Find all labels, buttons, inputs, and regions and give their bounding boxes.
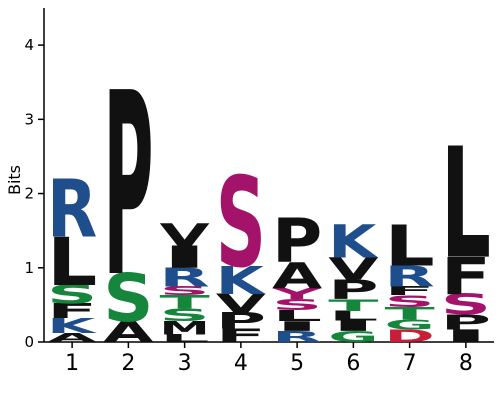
logo-letter-A-pos5: A [272,255,323,296]
logo-letter-T-pos7: T [385,304,436,324]
logo-letter-V-pos4: V [216,289,266,319]
logo-letter-L-pos5: L [272,307,322,325]
logo-letter-M-pos3: M [160,318,210,339]
position-label-1: 1 [65,351,79,376]
logo-letter-S-pos3: S [160,284,210,298]
logo-letter-S-pos5: S [272,296,322,314]
logo-letter-K-pos6: K [328,215,378,269]
logo-letter-F-pos7: F [385,284,435,298]
logo-letter-P-pos6: P [328,275,378,306]
y-tick-label: 4 [24,36,34,54]
logo-letter-L-pos3: L [160,333,210,345]
logo-letter-A-pos1: A [47,331,97,345]
logo-letter-F-pos4: F [216,325,266,347]
logo-letter-I-pos6: I [328,318,378,335]
axes-group: 0 1 2 3 4 1 2 3 4 5 6 7 8 [24,8,494,376]
position-label-2: 2 [121,351,135,376]
logo-letter-S-pos2: S [103,261,153,338]
logo-letter-T-pos6: T [328,296,379,315]
position-label-8: 8 [459,351,473,376]
logo-letter-T-pos3: T [160,292,211,313]
y-tick-label: 0 [24,333,34,351]
logo-letter-S-pos1: S [47,280,97,310]
logo-letter-F-pos1: F [47,299,97,323]
y-tick-label: 3 [24,110,34,128]
logo-letter-R-pos7: R [385,260,435,293]
logo-letter-K-pos4: K [216,259,266,304]
logo-letter-R-pos3: R [160,263,210,293]
logo-letter-I-pos3: I [160,240,210,276]
logo-letter-G-pos6: G [328,328,378,346]
logo-letter-V-pos6: V [328,251,378,286]
logo-letter-I-pos5: I [272,319,322,334]
logo-letter-P-pos8: P [441,310,491,334]
logo-letter-L-pos6: L [328,309,378,324]
y-tick-label: 1 [24,259,34,277]
logo-letter-L-pos8: L [441,115,491,293]
logo-letter-L-pos7: L [385,215,435,280]
logo-letter-D-pos7: D [385,326,435,346]
position-label-5: 5 [290,351,304,376]
position-label-3: 3 [178,351,192,376]
logo-letter-P-pos5: P [272,206,322,277]
logo-letter-P-pos4: P [216,308,266,334]
logo-letter-P-pos2: P [103,38,153,333]
logo-letter-I-pos8: I [441,326,491,346]
logo-letter-V-pos3: V [160,217,210,252]
logo-letter-Y-pos5: Y [271,285,322,303]
logo-letter-F-pos8: F [441,246,491,305]
logo-letter-R-pos1: R [47,165,97,257]
logo-letter-A-pos2: A [103,315,154,349]
logo-letter-G-pos7: G [385,317,435,332]
logo-letter-S-pos8: S [441,288,491,321]
letter-stacks: AKFSLRASPLMSTSRIVFPVKSRILSYAPGILTPVKDGTS… [47,38,491,349]
logo-letter-S-pos7: S [385,292,435,311]
position-label-7: 7 [403,351,417,376]
position-label-6: 6 [346,351,360,376]
logo-letter-K-pos1: K [47,314,98,338]
logo-letter-S-pos4: S [216,151,266,295]
y-tick-label: 2 [24,185,34,203]
logo-letter-R-pos5: R [272,328,322,346]
y-axis-title: Bits [5,165,24,195]
logo-letter-S-pos3: S [160,305,210,325]
logo-letter-L-pos1: L [47,224,97,301]
position-label-4: 4 [234,351,248,376]
